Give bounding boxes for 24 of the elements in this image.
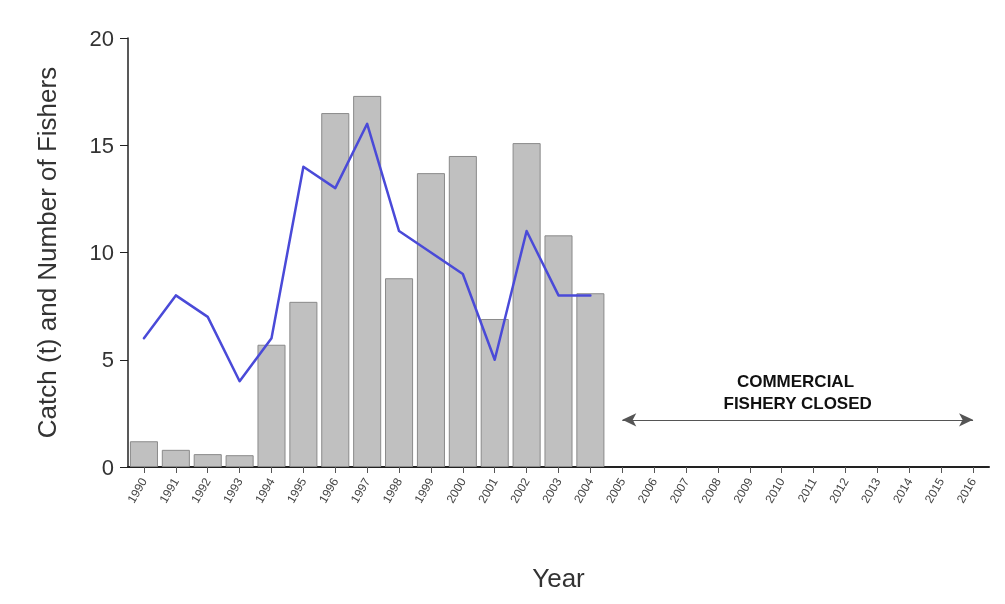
annotation: COMMERCIAL FISHERY CLOSED bbox=[723, 372, 872, 414]
bar bbox=[416, 173, 445, 467]
bar bbox=[353, 95, 382, 467]
bar bbox=[193, 454, 222, 467]
y-tick-label: 10 bbox=[89, 240, 114, 265]
line-series bbox=[142, 122, 592, 383]
bar bbox=[385, 278, 414, 467]
bar bbox=[321, 113, 350, 467]
bar bbox=[225, 455, 254, 467]
bar bbox=[161, 449, 190, 467]
bar bbox=[576, 293, 605, 467]
bar bbox=[289, 301, 318, 467]
bar bbox=[129, 441, 158, 467]
y-axis-title: Catch (t) and Number of Fishers bbox=[32, 66, 62, 439]
y-tick-label: 0 bbox=[101, 454, 114, 480]
y-tick-label: 5 bbox=[101, 347, 114, 373]
x-axis-title: Year bbox=[532, 563, 586, 593]
y-tick-label: 15 bbox=[89, 132, 114, 158]
y-tick-label: 20 bbox=[89, 25, 114, 51]
bar bbox=[257, 344, 286, 467]
bar bbox=[448, 155, 477, 467]
bar bbox=[512, 143, 541, 467]
bar bbox=[480, 319, 509, 467]
bar bbox=[544, 235, 573, 467]
